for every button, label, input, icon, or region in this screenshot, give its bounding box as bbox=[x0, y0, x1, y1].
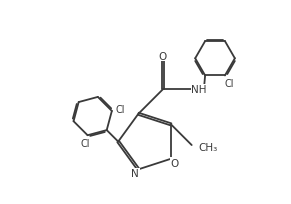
Text: CH₃: CH₃ bbox=[198, 142, 218, 152]
Text: NH: NH bbox=[191, 85, 207, 95]
Text: Cl: Cl bbox=[224, 78, 234, 88]
Text: Cl: Cl bbox=[115, 104, 125, 114]
Text: N: N bbox=[132, 168, 139, 178]
Text: O: O bbox=[159, 51, 167, 61]
Text: O: O bbox=[171, 158, 179, 168]
Text: Cl: Cl bbox=[81, 139, 90, 149]
